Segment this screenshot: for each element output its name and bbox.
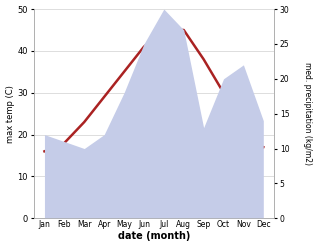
- Y-axis label: med. precipitation (kg/m2): med. precipitation (kg/m2): [303, 62, 313, 165]
- Y-axis label: max temp (C): max temp (C): [5, 85, 15, 143]
- X-axis label: date (month): date (month): [118, 231, 190, 242]
